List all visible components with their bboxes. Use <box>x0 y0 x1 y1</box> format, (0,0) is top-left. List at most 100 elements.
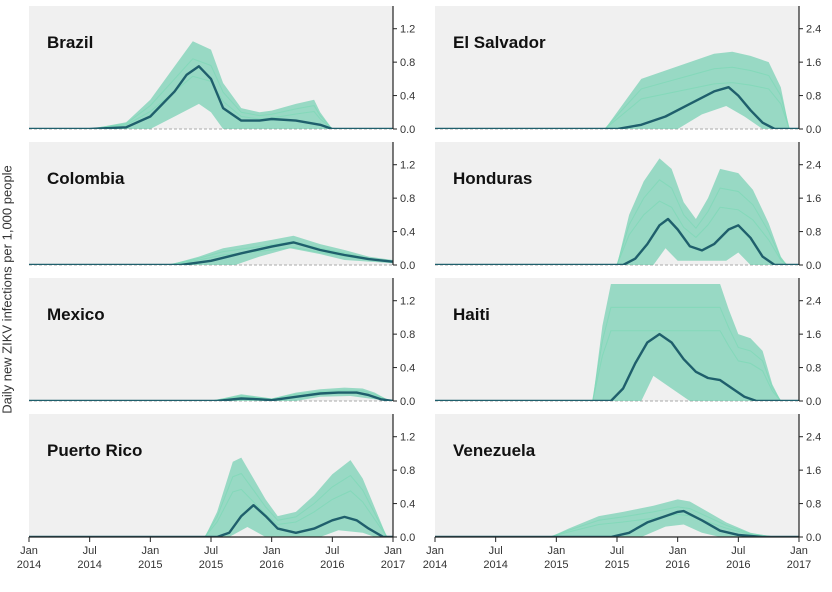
mexico-title: Mexico <box>47 305 105 324</box>
el-salvador-title: El Salvador <box>453 33 546 52</box>
brazil-uncertainty-band <box>29 41 393 129</box>
puerto-rico-title: Puerto Rico <box>47 441 142 460</box>
xtick-year: 2015 <box>544 559 568 571</box>
el-salvador-median-line <box>435 86 799 129</box>
puerto-rico-ytick-label: 0.0 <box>400 532 415 544</box>
xtick-year: 2017 <box>381 559 405 571</box>
venezuela-median-line <box>435 509 799 537</box>
el-salvador-trajectory-2 <box>435 82 799 129</box>
venezuela-ytick-label: 0.0 <box>806 532 821 544</box>
xtick-year: 2014 <box>423 559 447 571</box>
colombia-median-line <box>29 241 393 265</box>
puerto-rico-ytick-label: 0.4 <box>400 499 415 511</box>
haiti-ytick-label: 1.6 <box>806 329 821 341</box>
xtick-year: 2017 <box>787 559 811 571</box>
el-salvador-ytick-label: 0.0 <box>806 124 821 136</box>
xtick-month: Jan <box>263 545 281 557</box>
venezuela-ytick-label: 2.4 <box>806 432 821 444</box>
honduras-ytick-label: 2.4 <box>806 160 821 172</box>
brazil-ytick-label: 1.2 <box>400 24 415 36</box>
xtick-year: 2015 <box>605 559 629 571</box>
colombia-ytick-label: 0.4 <box>400 227 415 239</box>
haiti-trajectory-1 <box>435 306 799 401</box>
colombia-uncertainty-band <box>29 235 393 265</box>
honduras-title: Honduras <box>453 169 532 188</box>
haiti-title: Haiti <box>453 305 490 324</box>
colombia-panel: 0.0 0.4 0.8 1.2 Colombia <box>29 142 415 272</box>
brazil-median-line <box>29 65 393 129</box>
honduras-ytick-label: 1.6 <box>806 193 821 205</box>
brazil-ytick-label: 0.4 <box>400 91 415 103</box>
mexico-trajectory-1 <box>29 389 393 401</box>
xtick-year: 2014 <box>17 559 41 571</box>
xtick-year: 2014 <box>483 559 507 571</box>
xtick-month: Jan <box>669 545 687 557</box>
xtick-month: Jul <box>610 545 624 557</box>
venezuela-trajectory-2 <box>435 513 799 537</box>
honduras-median-line <box>435 217 799 265</box>
colombia-trajectory-1 <box>29 241 393 265</box>
haiti-ytick-label: 2.4 <box>806 296 821 308</box>
honduras-trajectory-2 <box>435 200 799 265</box>
colombia-ytick-label: 1.2 <box>400 160 415 172</box>
xtick-month: Jan <box>141 545 159 557</box>
mexico-ytick-label: 1.2 <box>400 296 415 308</box>
brazil-panel: 0.0 0.4 0.8 1.2 Brazil <box>29 6 415 136</box>
xtick-month: Jul <box>731 545 745 557</box>
colombia-plot-area <box>29 142 393 265</box>
colombia-ytick-label: 0.0 <box>400 260 415 272</box>
honduras-ytick-label: 0.0 <box>806 260 821 272</box>
puerto-rico-trajectory-1 <box>29 472 393 537</box>
xtick-month: Jan <box>547 545 565 557</box>
xtick-year: 2016 <box>665 559 689 571</box>
venezuela-ytick-label: 1.6 <box>806 465 821 477</box>
haiti-trajectory-2 <box>435 330 799 401</box>
mexico-ytick-label: 0.4 <box>400 363 415 375</box>
el-salvador-trajectory-1 <box>435 66 799 129</box>
puerto-rico-ytick-label: 1.2 <box>400 432 415 444</box>
haiti-median-line <box>435 332 799 401</box>
puerto-rico-uncertainty-band <box>29 457 393 537</box>
venezuela-panel: 0.0 0.8 1.6 2.4 Venezuela <box>435 414 821 544</box>
xtick-month: Jul <box>204 545 218 557</box>
xtick-month: Jan <box>20 545 38 557</box>
haiti-ytick-label: 0.0 <box>806 396 821 408</box>
haiti-uncertainty-band <box>435 284 799 401</box>
el-salvador-ytick-label: 0.8 <box>806 91 821 103</box>
mexico-uncertainty-band <box>29 387 393 401</box>
brazil-title: Brazil <box>47 33 93 52</box>
colombia-ytick-label: 0.8 <box>400 193 415 205</box>
mexico-plot-area <box>29 278 393 401</box>
honduras-panel: 0.0 0.8 1.6 2.4 Honduras <box>435 142 821 272</box>
mexico-ytick-label: 0.0 <box>400 396 415 408</box>
xtick-year: 2016 <box>259 559 283 571</box>
xtick-year: 2014 <box>77 559 101 571</box>
x-axis-right: Jan 2014 Jul 2014 Jan 2015 Jul 2015 Jan 2016 Jul 20… <box>423 536 811 571</box>
xtick-month: Jul <box>489 545 503 557</box>
puerto-rico-median-line <box>29 504 393 537</box>
x-axis-left: Jan 2014 Jul 2014 Jan 2015 Jul 2015 Jan 2016 Jul 20… <box>17 536 405 571</box>
xtick-month: Jan <box>426 545 444 557</box>
haiti-panel: 0.0 0.8 1.6 2.4 Haiti <box>435 278 821 408</box>
haiti-ytick-label: 0.8 <box>806 363 821 375</box>
xtick-year: 2015 <box>199 559 223 571</box>
xtick-year: 2016 <box>726 559 750 571</box>
puerto-rico-trajectory-2 <box>29 488 393 537</box>
el-salvador-uncertainty-band <box>435 51 799 129</box>
xtick-year: 2016 <box>320 559 344 571</box>
el-salvador-ytick-label: 2.4 <box>806 24 821 36</box>
colombia-title: Colombia <box>47 169 125 188</box>
venezuela-title: Venezuela <box>453 441 536 460</box>
mexico-panel: 0.0 0.4 0.8 1.2 Mexico <box>29 278 415 408</box>
xtick-month: Jan <box>384 545 402 557</box>
mexico-median-line <box>29 391 393 401</box>
y-axis-label: Daily new ZIKV infections per 1,000 peop… <box>0 165 15 414</box>
xtick-year: 2015 <box>138 559 162 571</box>
el-salvador-panel: 0.0 0.8 1.6 2.4 El Salvador <box>435 6 821 136</box>
xtick-month: Jul <box>83 545 97 557</box>
xtick-month: Jul <box>325 545 339 557</box>
puerto-rico-panel: 0.0 0.4 0.8 1.2 Puerto Rico <box>29 414 415 544</box>
brazil-ytick-label: 0.8 <box>400 57 415 69</box>
honduras-uncertainty-band <box>435 158 799 265</box>
